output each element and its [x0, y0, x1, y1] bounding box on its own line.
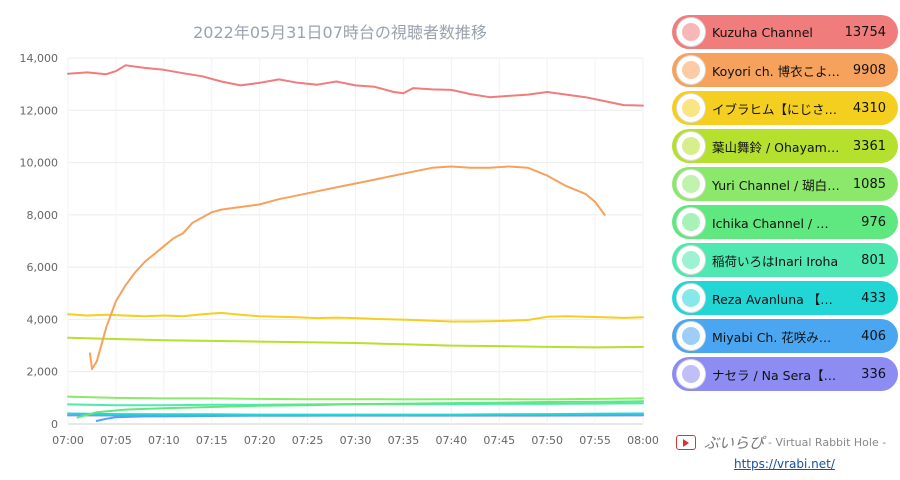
avatar	[676, 131, 706, 161]
avatar-face-icon	[682, 365, 700, 383]
avatar	[676, 321, 706, 351]
x-tick-label: 07:45	[483, 434, 515, 447]
legend-item[interactable]: Kuzuha Channel 13754	[672, 15, 898, 49]
y-tick-label: 0	[51, 418, 58, 431]
x-tick-label: 07:55	[579, 434, 611, 447]
legend-item[interactable]: Ichika Channel / 宗谷いちか【あおぎり高校】 976	[672, 205, 898, 239]
youtube-play-icon	[676, 435, 696, 450]
x-tick-label: 07:40	[435, 434, 467, 447]
site-link[interactable]: https://vrabi.net/	[734, 457, 835, 471]
legend-item[interactable]: Koyori ch. 博衣こより - holoX - 9908	[672, 53, 898, 87]
avatar	[676, 17, 706, 47]
y-tick-label: 6,000	[27, 261, 59, 274]
legend-label: Yuri Channel / 瑚白ユリ【ななしいんく】	[712, 177, 840, 193]
legend-value: 433	[861, 290, 886, 306]
avatar	[676, 245, 706, 275]
legend-value: 976	[861, 214, 886, 230]
legend-item[interactable]: Miyabi Ch. 花咲みやび 406	[672, 319, 898, 353]
x-tick-label: 08:00	[627, 434, 659, 447]
y-axis: 0 2,000 4,000 6,000 8,000 10,000 12,000 14,000	[20, 52, 59, 431]
y-tick-label: 2,000	[27, 366, 59, 379]
legend-value: 4310	[852, 100, 886, 116]
chart-title: 2022年05月31日07時台の視聴者数推移	[193, 23, 487, 42]
legend-value: 9908	[852, 62, 886, 78]
x-tick-label: 07:35	[388, 434, 420, 447]
avatar	[676, 283, 706, 313]
series-line	[89, 165, 606, 371]
x-tick-label: 07:05	[100, 434, 132, 447]
footer-branding: ぶいらぴ - Virtual Rabbit Hole - https://vra…	[676, 432, 900, 471]
series-line	[67, 412, 644, 416]
legend-label: 稲荷いろはInari Iroha	[712, 253, 839, 269]
x-tick-label: 07:25	[292, 434, 324, 447]
avatar-face-icon	[682, 289, 700, 307]
avatar	[676, 55, 706, 85]
x-axis: 07:00 07:05 07:10 07:15 07:20 07:25 07:30 07:35…	[52, 434, 659, 447]
avatar	[676, 93, 706, 123]
legend-item[interactable]: Yuri Channel / 瑚白ユリ【ななしいんく】 1085	[672, 167, 898, 201]
legend-item[interactable]: イブラヒム【にじさんじ】 4310	[672, 91, 898, 125]
legend-label: Miyabi Ch. 花咲みやび	[712, 329, 840, 345]
series-line	[67, 336, 644, 349]
legend-item[interactable]: 葉山舞鈴 / Ohayama Mirin【Vtuber】 3361	[672, 129, 898, 163]
legend-value: 13754	[844, 24, 886, 40]
series-line	[67, 395, 644, 401]
avatar	[676, 359, 706, 389]
legend-label: 葉山舞鈴 / Ohayama Mirin【Vtuber】	[712, 139, 840, 155]
legend-item[interactable]: Reza Avanluna 【NIJISANJI ID】 433	[672, 281, 898, 315]
legend-item[interactable]: 稲荷いろはInari Iroha 801	[672, 243, 898, 277]
avatar	[676, 207, 706, 237]
series-line	[95, 413, 644, 422]
x-tick-label: 07:15	[196, 434, 228, 447]
legend-label: ナセラ / Na Sera【ぶいすぽっ！】	[712, 367, 840, 383]
x-tick-label: 07:00	[52, 434, 84, 447]
x-tick-label: 07:30	[340, 434, 372, 447]
y-tick-label: 12,000	[20, 104, 59, 117]
legend-label: Ichika Channel / 宗谷いちか【あおぎり高校】	[712, 215, 840, 231]
plot-area	[67, 64, 644, 422]
x-tick-label: 07:20	[244, 434, 276, 447]
x-tick-label: 07:50	[531, 434, 563, 447]
series-line	[67, 311, 644, 323]
legend-value: 3361	[852, 138, 886, 154]
legend-item[interactable]: ナセラ / Na Sera【ぶいすぽっ！】 336	[672, 357, 898, 391]
series-line	[67, 64, 644, 107]
brand-subtitle: - Virtual Rabbit Hole -	[768, 436, 887, 449]
legend: Kuzuha Channel 13754 Koyori ch. 博衣こより - ho…	[672, 15, 898, 395]
legend-label: イブラヒム【にじさんじ】	[712, 101, 840, 117]
y-tick-label: 14,000	[20, 52, 59, 65]
legend-value: 801	[861, 252, 886, 268]
legend-label: Kuzuha Channel	[712, 24, 813, 40]
avatar	[676, 169, 706, 199]
chart-grid	[67, 57, 644, 425]
avatar-face-icon	[682, 175, 700, 193]
series-line	[76, 400, 644, 419]
legend-value: 1085	[852, 176, 886, 192]
legend-value: 406	[861, 328, 886, 344]
y-tick-label: 4,000	[27, 313, 59, 326]
legend-label: Reza Avanluna 【NIJISANJI ID】	[712, 291, 840, 307]
avatar-face-icon	[682, 23, 700, 41]
avatar-face-icon	[682, 61, 700, 79]
legend-value: 336	[861, 366, 886, 382]
brand-name: ぶいらぴ	[704, 434, 765, 452]
y-tick-label: 8,000	[27, 209, 59, 222]
avatar-face-icon	[682, 251, 700, 269]
avatar-face-icon	[682, 327, 700, 345]
y-tick-label: 10,000	[20, 157, 59, 170]
avatar-face-icon	[682, 213, 700, 231]
avatar-face-icon	[682, 137, 700, 155]
legend-label: Koyori ch. 博衣こより - holoX -	[712, 63, 840, 79]
avatar-face-icon	[682, 99, 700, 117]
x-tick-label: 07:10	[148, 434, 180, 447]
